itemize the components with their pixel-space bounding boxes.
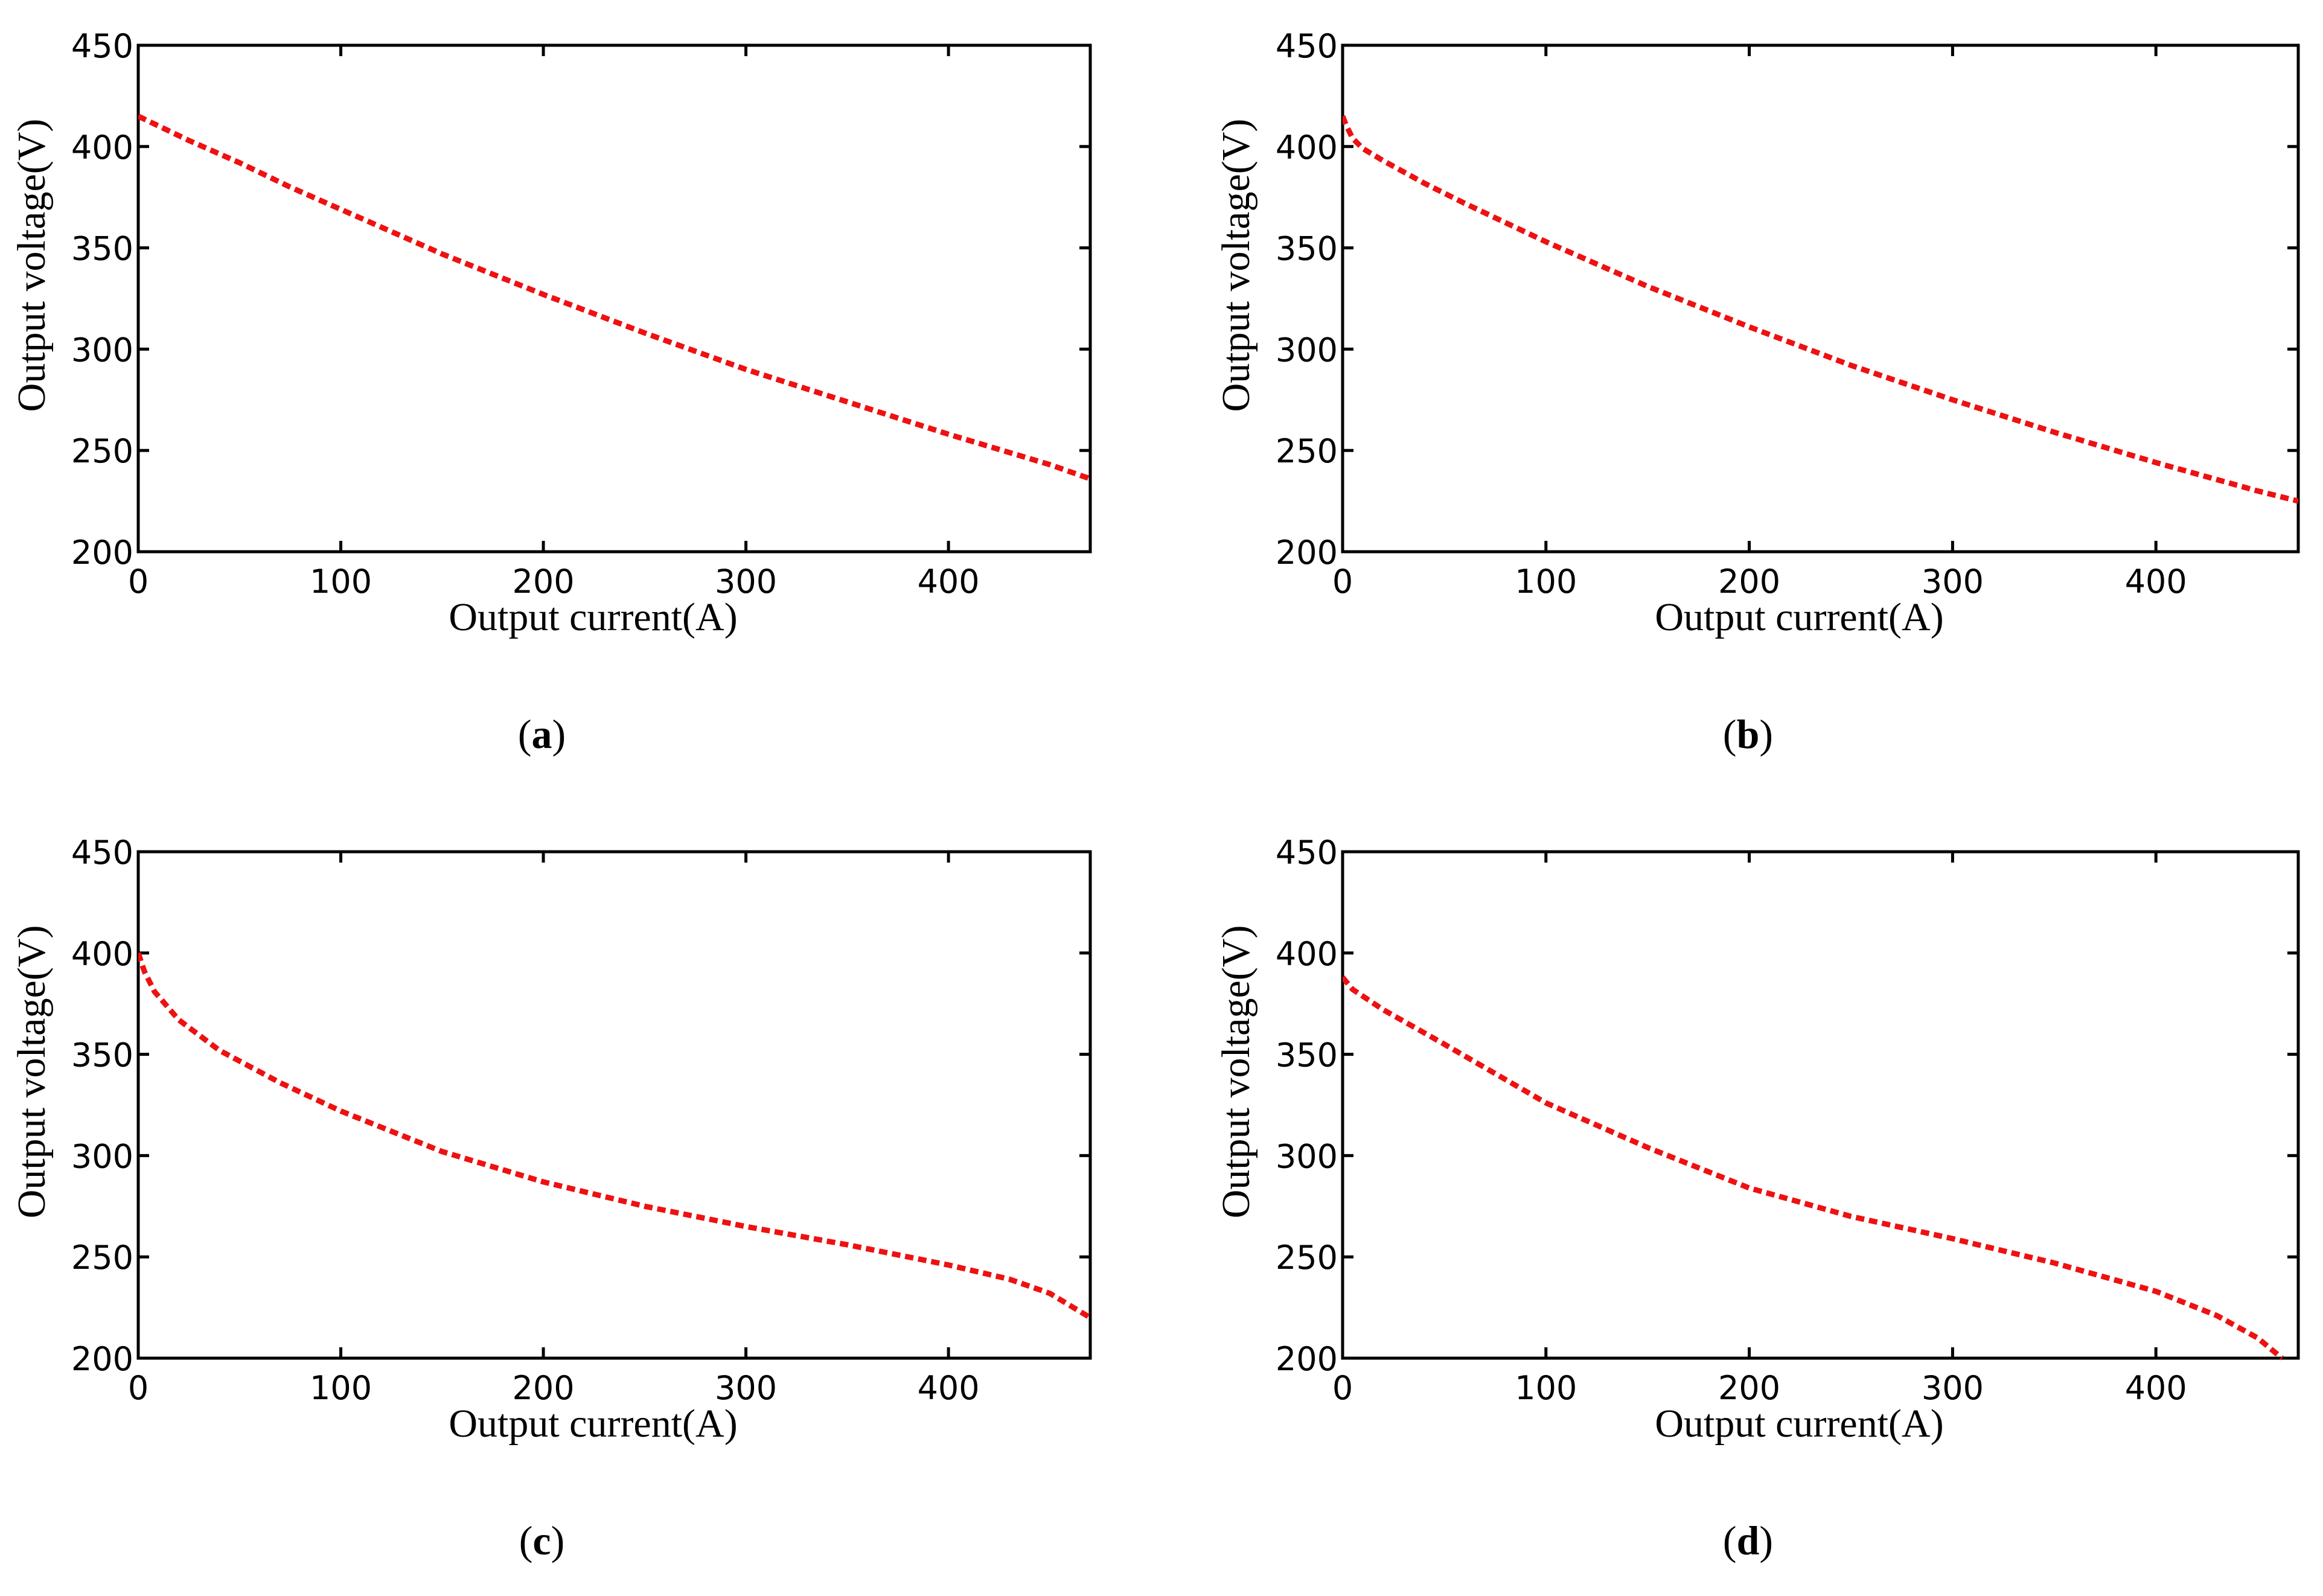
x-tick-label: 0 (1332, 563, 1353, 601)
series-line (138, 952, 1090, 1320)
y-tick-label: 300 (1276, 331, 1338, 369)
y-tick-label: 300 (71, 331, 133, 369)
y-tick-label: 200 (71, 1340, 133, 1378)
caption-close: ) (1759, 711, 1773, 757)
y-tick-label: 450 (1276, 834, 1338, 872)
caption-close: ) (552, 711, 566, 757)
x-tick-label: 400 (2125, 563, 2187, 601)
x-tick-label: 100 (1515, 563, 1577, 601)
x-tick-label: 0 (128, 563, 149, 601)
series-line (138, 113, 1090, 482)
caption-letter: a (532, 711, 552, 757)
y-tick-label: 300 (71, 1137, 133, 1175)
chart-panel-b: 0 100 200 300 400 200 250 300 350 400 450 Output cu… (1214, 27, 2300, 757)
caption-open: ( (1723, 711, 1737, 757)
x-tick-label: 300 (715, 1369, 777, 1407)
y-tick-label: 200 (1276, 534, 1338, 572)
panel-caption: (a) (518, 711, 566, 757)
caption-letter: b (1737, 711, 1760, 757)
y-tick-label: 250 (1276, 432, 1338, 470)
plot-frame (136, 43, 1092, 554)
chart-panel-d: 0 100 200 300 400 200 250 300 350 400 450 Output cu… (1214, 834, 2300, 1563)
chart-panel-a: 0 100 200 300 400 200 250 300 350 400 450 Output cu… (10, 27, 1092, 757)
y-tick-label: 450 (1276, 27, 1338, 65)
y-tick-label: 400 (1276, 129, 1338, 167)
x-tick-label: 300 (1922, 1369, 1984, 1407)
caption-close: ) (1759, 1518, 1773, 1563)
x-tick-label: 400 (918, 1369, 980, 1407)
x-tick-label: 100 (310, 563, 372, 601)
x-axis-title: Output current(A) (449, 1402, 737, 1446)
caption-open: ( (1723, 1518, 1737, 1563)
x-axis-title: Output current(A) (1655, 1402, 1943, 1446)
series-line (1343, 975, 2284, 1361)
chart-panel-c: 0 100 200 300 400 200 250 300 350 400 450 Output cu… (10, 834, 1092, 1563)
x-tick-label: 300 (1922, 563, 1984, 601)
caption-open: ( (518, 711, 532, 757)
y-tick-label: 400 (1276, 935, 1338, 973)
x-tick-label: 0 (1332, 1369, 1353, 1407)
y-tick-label: 350 (71, 230, 133, 268)
y-tick-label: 200 (71, 534, 133, 572)
y-axis-title: Output voltage(V) (1214, 925, 1258, 1219)
x-tick-label: 400 (918, 563, 980, 601)
y-tick-label: 250 (71, 432, 133, 470)
caption-letter: c (532, 1518, 551, 1563)
caption-letter: d (1737, 1518, 1760, 1563)
x-tick-label: 100 (1515, 1369, 1577, 1407)
x-tick-label: 200 (1718, 563, 1780, 601)
x-tick-label: 0 (128, 1369, 149, 1407)
y-tick-label: 400 (71, 935, 133, 973)
x-axis-title: Output current(A) (1655, 595, 1943, 639)
x-axis-title: Output current(A) (449, 595, 737, 639)
y-axis-title: Output voltage(V) (10, 119, 54, 412)
y-tick-label: 450 (71, 27, 133, 65)
y-axis-title: Output voltage(V) (1214, 119, 1258, 412)
y-tick-label: 400 (71, 129, 133, 167)
series-line (1343, 115, 2298, 504)
x-tick-label: 400 (2125, 1369, 2187, 1407)
y-tick-label: 250 (71, 1239, 133, 1277)
y-axis-title: Output voltage(V) (10, 925, 54, 1219)
y-tick-label: 350 (1276, 230, 1338, 268)
x-tick-label: 100 (310, 1369, 372, 1407)
y-tick-label: 200 (1276, 1340, 1338, 1378)
plot-frame (1341, 850, 2300, 1360)
y-tick-label: 350 (71, 1036, 133, 1074)
x-tick-label: 300 (715, 563, 777, 601)
x-tick-label: 200 (1718, 1369, 1780, 1407)
caption-open: ( (519, 1518, 533, 1563)
y-tick-label: 250 (1276, 1239, 1338, 1277)
x-tick-label: 200 (513, 563, 575, 601)
plot-frame (136, 850, 1092, 1360)
panel-caption: (b) (1723, 711, 1773, 757)
y-tick-label: 300 (1276, 1137, 1338, 1175)
y-tick-label: 450 (71, 834, 133, 872)
panel-caption: (c) (519, 1518, 565, 1563)
panel-caption: (d) (1723, 1518, 1773, 1563)
y-tick-label: 350 (1276, 1036, 1338, 1074)
caption-close: ) (551, 1518, 565, 1563)
x-tick-label: 200 (513, 1369, 575, 1407)
plot-frame (1341, 43, 2300, 554)
